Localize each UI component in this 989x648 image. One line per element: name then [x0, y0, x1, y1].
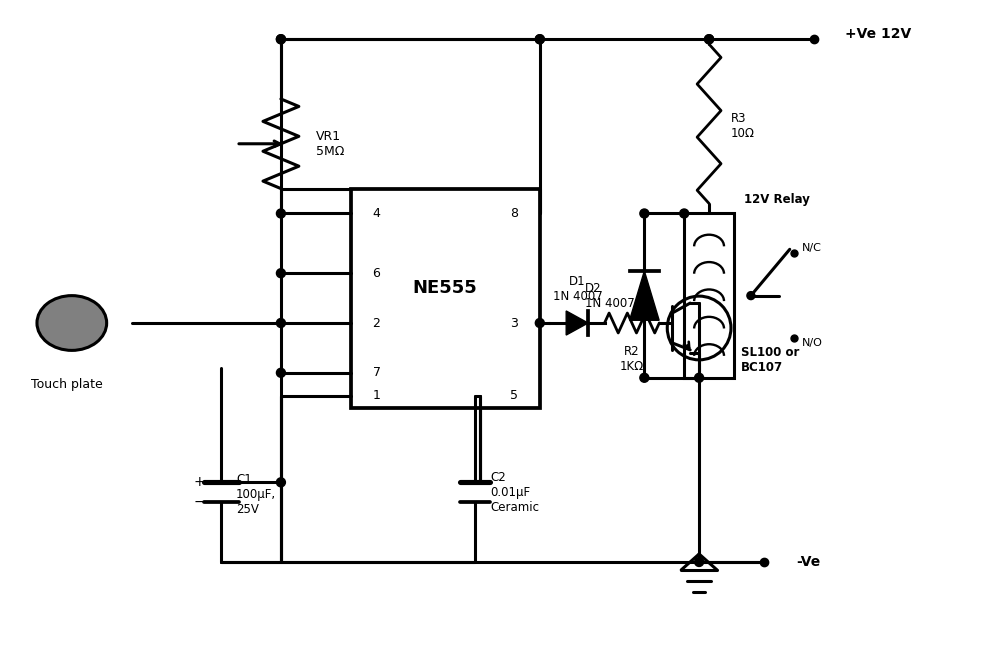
- Text: -Ve: -Ve: [796, 555, 821, 569]
- Text: D1
1N 4007: D1 1N 4007: [553, 275, 602, 303]
- Circle shape: [640, 373, 649, 382]
- Text: NE555: NE555: [412, 279, 478, 297]
- Text: C1
100μF,
25V: C1 100μF, 25V: [236, 473, 276, 516]
- Text: 6: 6: [373, 267, 381, 280]
- Polygon shape: [630, 271, 659, 320]
- Text: +: +: [194, 476, 205, 489]
- Circle shape: [704, 35, 713, 43]
- Text: VR1
5MΩ: VR1 5MΩ: [315, 130, 344, 157]
- Text: C2
0.01μF
Ceramic: C2 0.01μF Ceramic: [490, 471, 539, 514]
- Circle shape: [277, 35, 286, 43]
- Circle shape: [694, 557, 703, 566]
- Bar: [351, 189, 540, 408]
- Text: R2
1KΩ: R2 1KΩ: [620, 345, 644, 373]
- Text: SL100 or
BC107: SL100 or BC107: [741, 346, 799, 374]
- Circle shape: [277, 269, 286, 278]
- Circle shape: [277, 209, 286, 218]
- Text: −: −: [194, 495, 205, 509]
- Bar: [684, 213, 734, 378]
- Circle shape: [704, 35, 713, 43]
- Text: 8: 8: [510, 207, 518, 220]
- Circle shape: [694, 373, 703, 382]
- Polygon shape: [566, 311, 588, 335]
- Circle shape: [277, 35, 286, 43]
- Text: 7: 7: [373, 366, 381, 379]
- Text: 3: 3: [510, 316, 518, 329]
- Text: 5: 5: [510, 389, 518, 402]
- Circle shape: [535, 319, 544, 327]
- Text: R3
10Ω: R3 10Ω: [731, 112, 755, 141]
- Text: +Ve 12V: +Ve 12V: [846, 27, 912, 41]
- Circle shape: [640, 209, 649, 218]
- Circle shape: [277, 478, 286, 487]
- Circle shape: [277, 319, 286, 327]
- Text: N/C: N/C: [802, 244, 822, 253]
- Text: N/O: N/O: [802, 338, 823, 348]
- Circle shape: [535, 35, 544, 43]
- Text: 12V Relay: 12V Relay: [744, 192, 810, 205]
- Text: 2: 2: [373, 316, 381, 329]
- Text: D2
1N 4007: D2 1N 4007: [584, 282, 634, 310]
- Ellipse shape: [37, 295, 107, 351]
- Text: 4: 4: [373, 207, 381, 220]
- Text: Touch plate: Touch plate: [31, 378, 103, 391]
- Circle shape: [747, 292, 755, 299]
- Text: 1: 1: [373, 389, 381, 402]
- Circle shape: [535, 35, 544, 43]
- Circle shape: [679, 209, 688, 218]
- Circle shape: [277, 368, 286, 377]
